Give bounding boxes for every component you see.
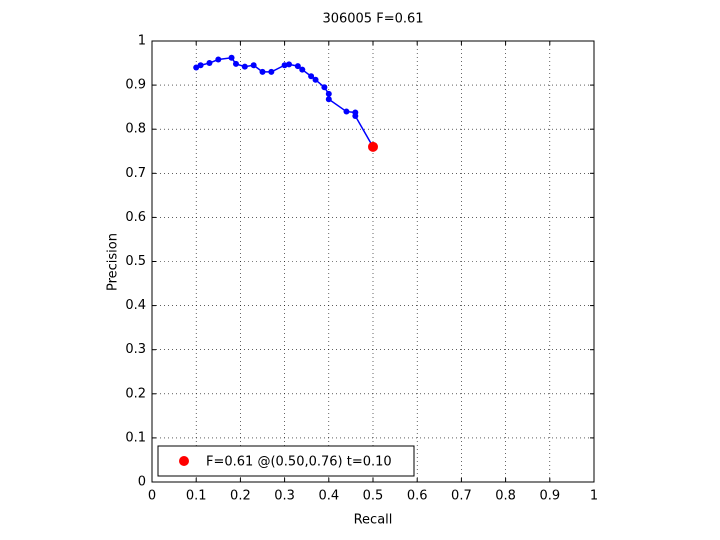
y-tick-label: 0.9 [125,78,146,93]
y-tick-label: 1 [138,34,146,49]
y-tick-label: 0.1 [125,430,146,445]
y-tick-label: 0.6 [125,210,146,225]
point [193,64,200,71]
legend-box [157,445,415,477]
x-tick-label: 0.6 [407,489,428,504]
point [228,54,235,61]
y-tick-label: 0 [138,475,146,490]
point [343,108,350,115]
point [250,62,257,69]
y-tick-label: 0.2 [125,386,146,401]
y-tick-label: 0.5 [125,254,146,269]
chart-title: 306005 F=0.61 [322,12,423,27]
point [259,68,266,75]
point [352,112,359,119]
x-tick-label: 0.5 [363,489,384,504]
point [268,68,275,75]
plot-frame [151,40,595,483]
point [312,76,319,83]
y-tick-label: 0.4 [125,298,146,313]
x-tick-label: 0.2 [230,489,251,504]
point [215,56,222,63]
y-tick-label: 0.7 [125,166,146,181]
point [232,60,239,67]
legend-label: F=0.61 @(0.50,0.76) t=0.10 [206,455,392,470]
x-tick-label: 0.8 [495,489,516,504]
point [308,73,315,80]
x-tick-label: 1 [590,489,598,504]
point [325,90,332,97]
point [197,62,204,69]
point [368,141,378,152]
point [294,63,301,70]
y-tick-label: 0.3 [125,342,146,357]
x-axis-label: Recall [354,513,393,528]
x-tick-label: 0.4 [318,489,339,504]
x-tick-label: 0.1 [186,489,207,504]
point [286,61,293,68]
y-axis-label: Precision [106,233,121,291]
point [206,60,213,67]
point [299,66,306,73]
x-tick-label: 0.3 [274,489,295,504]
y-tick-label: 0.8 [125,122,146,137]
point [241,63,248,70]
point [325,96,332,103]
point [321,84,328,91]
legend-marker [179,456,189,466]
x-tick-label: 0 [148,489,156,504]
x-tick-label: 0.7 [451,489,472,504]
x-tick-label: 0.9 [539,489,560,504]
